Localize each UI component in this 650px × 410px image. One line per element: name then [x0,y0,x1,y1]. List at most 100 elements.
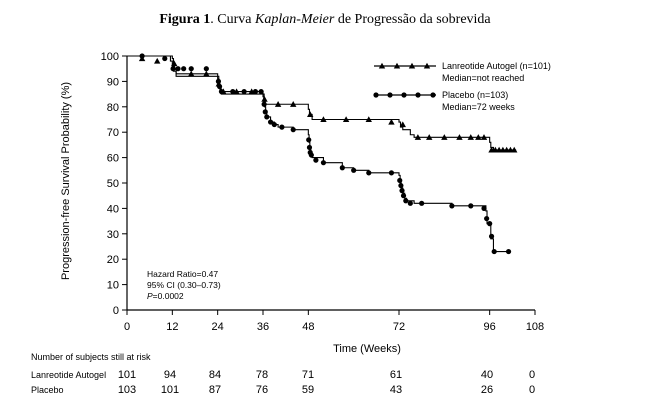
risk-value: 84 [209,369,221,381]
legend-marker-circle [401,92,407,98]
marker-circle [261,101,267,107]
legend: Lanreotide Autogel (n=101) Median=not re… [373,61,551,112]
marker-triangle [414,134,422,140]
risk-value: 59 [302,384,314,396]
legend-markers-placebo [373,92,436,98]
marker-circle [203,66,209,72]
marker-circle [320,160,327,166]
marker-triangle [154,57,161,64]
marker-circle [388,170,395,176]
risk-value: 101 [161,384,179,396]
risk-value: 94 [164,369,176,381]
marker-circle [351,167,357,173]
marker-triangle [399,121,406,128]
marker-triangle [441,134,448,140]
risk-value: 87 [209,384,221,396]
marker-triangle [188,70,195,77]
marker-triangle [480,134,488,140]
marker-triangle [290,101,297,107]
marker-triangle [426,134,433,140]
marker-circle [306,144,313,151]
marker-circle [188,66,194,72]
series-line-placebo [127,55,509,253]
y-tick-label: 80 [107,102,119,114]
marker-circle [162,55,168,62]
legend-marker-circle [373,92,379,98]
risk-value: 71 [302,369,314,381]
x-axis-label: Time (Weeks) [333,343,401,355]
legend-label-placebo: Placebo (n=103) [442,90,508,100]
x-tick-label: 24 [212,321,224,333]
marker-circle [216,83,223,90]
marker-circle [403,198,409,204]
marker-circle [400,193,407,199]
marker-circle [230,88,236,95]
y-tick-label: 20 [107,254,119,266]
p-value-number: =0.0002 [153,291,184,301]
marker-circle [484,215,490,222]
marker-circle [306,137,312,143]
marker-triangle [365,116,372,123]
y-tick-label: 70 [107,127,119,139]
risk-value: 40 [481,369,493,381]
risk-value: 103 [118,384,136,396]
caption-rest: de Progressão da sobrevida [334,12,491,27]
marker-circle [241,88,247,95]
p-value: P=0.0002 [147,291,184,301]
marker-circle [267,119,274,125]
x-tick-label: 96 [484,321,496,333]
marker-triangle [388,118,395,125]
x-tick-label: 12 [166,321,178,333]
marker-triangle [307,111,314,117]
marker-circle [290,127,296,133]
legend-marker-triangle [378,62,386,69]
legend-note-placebo: Median=72 weeks [442,102,515,112]
marker-circle [407,200,413,206]
x-tick-label: 108 [526,321,544,333]
x-tick-label: 72 [393,321,405,333]
figure-caption: Figura 1. Curva Kaplan-Meier de Progress… [0,12,650,28]
marker-circle [339,165,345,171]
marker-circle [218,88,225,95]
marker-circle [175,66,181,72]
axes: 0 10 20 30 40 50 60 70 80 90 100 0 12 24 36 48 72 96 108 [101,51,545,333]
marker-circle [397,177,403,184]
marker-triangle [261,95,268,102]
y-tick-label: 40 [107,203,119,215]
p-value-symbol: P [147,291,153,301]
caption-figure-number: Figura 1 [159,12,211,27]
marker-circle [271,121,277,128]
marker-circle [262,109,268,115]
marker-circle [252,88,259,95]
marker-circle [366,170,372,176]
marker-circle [308,152,314,158]
marker-circle [264,114,270,120]
marker-circle [419,200,425,206]
marker-circle [170,66,176,72]
risk-table-title: Number of subjects still at risk [31,352,151,362]
x-tick-label: 48 [302,321,314,333]
marker-circle [258,88,264,95]
legend-marker-circle [387,92,393,98]
marker-circle [481,205,487,211]
confidence-interval: 95% CI (0.30–0.73) [147,280,221,290]
x-tick-label: 36 [257,321,269,333]
y-tick-label: 30 [107,229,119,241]
marker-circle [399,188,405,194]
legend-marker-triangle [423,62,431,69]
marker-triangle [342,116,350,123]
legend-note-lanreotide: Median=not reached [442,73,524,83]
legend-marker-circle [415,92,421,98]
marker-triangle [511,146,518,153]
y-tick-label: 10 [107,280,119,292]
risk-value: 76 [256,384,268,396]
marker-circle [505,248,512,255]
marker-triangle [475,134,482,140]
marker-circle [468,203,474,209]
marker-triangle [320,116,327,123]
legend-marker-triangle [393,62,401,69]
marker-circle [449,203,455,209]
marker-triangle [203,70,210,77]
risk-value: 0 [529,384,535,396]
